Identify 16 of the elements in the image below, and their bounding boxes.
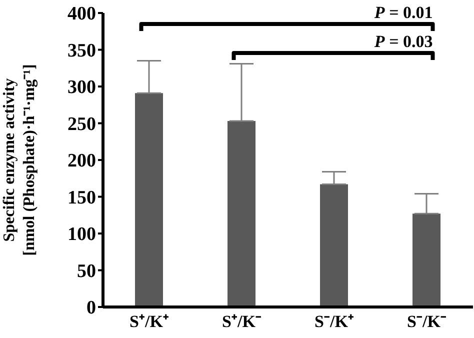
- y-tick-label: 0: [86, 298, 96, 319]
- y-tick-label: 200: [68, 150, 96, 172]
- x-tick-label: S⁺/K⁺: [130, 312, 169, 332]
- y-tick-label: 50: [77, 260, 96, 282]
- y-tick-label: 300: [68, 77, 96, 98]
- y-tick-label: 250: [68, 114, 96, 135]
- y-tick-label: 350: [68, 40, 96, 62]
- annotation: P = 0.01: [373, 3, 433, 22]
- x-tick-label: S⁻/K⁺: [314, 312, 354, 332]
- x-tick-label: S⁻/K⁻: [407, 312, 446, 332]
- y-axis-title: Specific enzyme activity [nmol (Phosphate)·h⁻¹·mg⁻¹]: [1, 64, 38, 256]
- y-tick-label: 400: [68, 4, 96, 25]
- y-tick-label: 150: [68, 187, 96, 208]
- y-tick-label: 100: [68, 224, 96, 246]
- x-tick-label: S⁺/K⁻: [222, 312, 262, 332]
- annotation: P = 0.03: [373, 32, 433, 51]
